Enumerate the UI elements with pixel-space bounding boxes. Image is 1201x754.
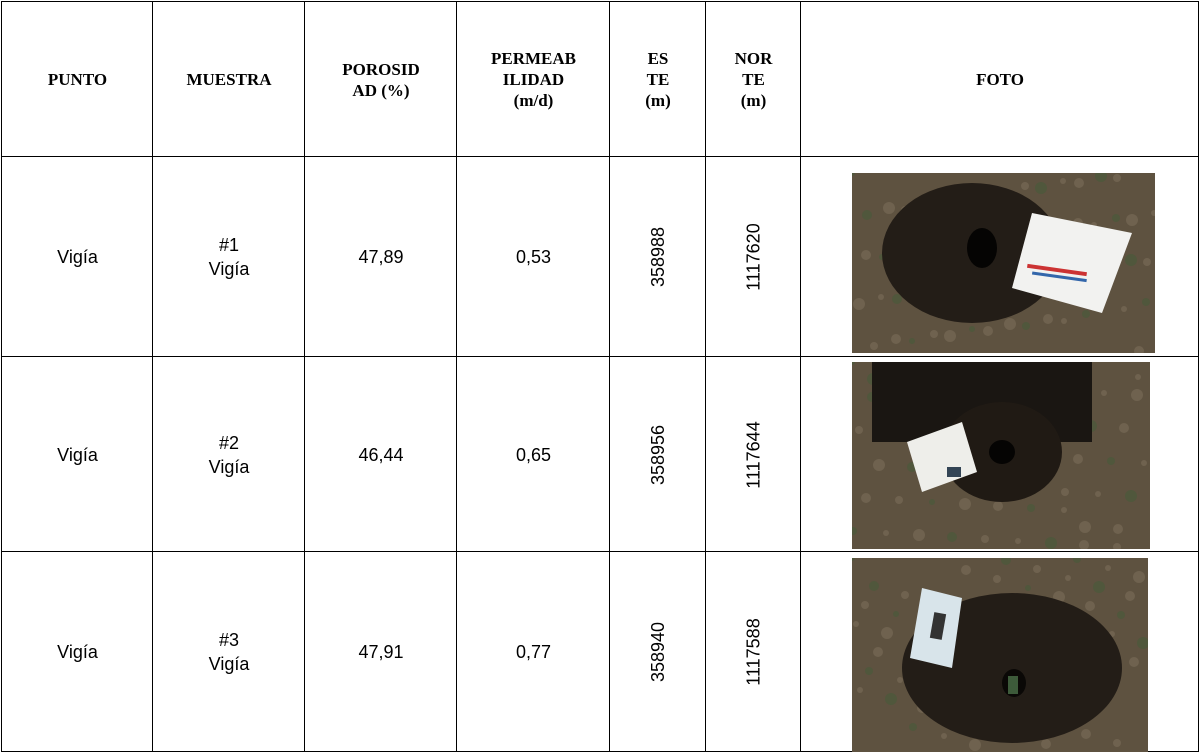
header-text: PERMEAB — [491, 49, 576, 68]
cell-text: 1117644 — [743, 420, 764, 489]
header-text: (m/d) — [513, 91, 554, 110]
header-text: TE — [646, 70, 670, 89]
photo — [852, 173, 1155, 353]
header-cell: MUESTRA — [153, 2, 305, 157]
cell-text: 0,77 — [515, 642, 552, 662]
header-text: PUNTO — [47, 70, 108, 89]
column-border — [304, 1, 305, 752]
este-cell: 358940 — [610, 552, 706, 752]
header-cell: PUNTO — [2, 2, 153, 157]
porosidad-cell: 47,91 — [305, 552, 457, 752]
norte-cell: 1117620 — [706, 157, 801, 357]
porosidad-cell: 47,89 — [305, 157, 457, 357]
cell-text: Vigía — [208, 259, 250, 279]
header-text: MUESTRA — [186, 70, 272, 89]
column-border — [800, 1, 801, 752]
cell-text: 0,53 — [515, 247, 552, 267]
norte-cell: 1117588 — [706, 552, 801, 752]
header-text: AD (%) — [352, 80, 410, 100]
header-cell: FOTO — [801, 2, 1199, 157]
row-border — [1, 356, 1199, 357]
column-border — [152, 1, 153, 752]
cell-text: 46,44 — [358, 444, 404, 465]
row-border — [1, 156, 1199, 157]
muestra-cell: #1 Vigía — [153, 157, 305, 357]
punto-cell: Vigía — [2, 157, 153, 357]
header-text: (m) — [645, 91, 671, 110]
cell-text: Vigía — [57, 247, 98, 267]
cell-text: Vigía — [57, 642, 98, 662]
punto-cell: Vigía — [2, 357, 153, 552]
cell-text: 47,89 — [358, 247, 404, 267]
cell-text: 358956 — [647, 424, 668, 485]
cell-text: #3 — [218, 630, 240, 650]
header-text: TE — [742, 70, 765, 89]
column-border — [456, 1, 457, 752]
header-text: FOTO — [976, 70, 1024, 89]
permeabilidad-cell: 0,53 — [457, 157, 610, 357]
header-cell: POROSID AD (%) — [305, 2, 457, 157]
norte-cell: 1117644 — [706, 357, 801, 552]
header-text: ILIDAD — [502, 70, 565, 89]
photo — [852, 362, 1150, 549]
column-border — [609, 1, 610, 752]
column-border — [1, 1, 2, 752]
este-cell: 358956 — [610, 357, 706, 552]
permeabilidad-cell: 0,77 — [457, 552, 610, 752]
column-border — [705, 1, 706, 752]
photo — [852, 558, 1148, 752]
row-border — [1, 751, 1199, 752]
row-border — [1, 1, 1199, 2]
cell-text: Vigía — [57, 444, 98, 465]
header-text: POROSID — [342, 59, 420, 79]
cell-text: 1117588 — [743, 618, 764, 686]
punto-cell: Vigía — [2, 552, 153, 752]
cell-text: 47,91 — [358, 642, 404, 662]
cell-text: 0,65 — [515, 444, 552, 465]
muestra-cell: #3 Vigía — [153, 552, 305, 752]
header-cell: ES TE (m) — [610, 2, 706, 157]
este-cell: 358988 — [610, 157, 706, 357]
cell-text: Vigía — [208, 456, 250, 477]
muestra-cell: #2 Vigía — [153, 357, 305, 552]
column-border — [1198, 1, 1199, 752]
cell-text: #2 — [218, 432, 240, 453]
header-cell: NOR TE (m) — [706, 2, 801, 157]
porosidad-cell: 46,44 — [305, 357, 457, 552]
cell-text: Vigía — [208, 654, 250, 674]
header-text: NOR — [734, 49, 773, 68]
header-cell: PERMEAB ILIDAD (m/d) — [457, 2, 610, 157]
cell-text: 358988 — [647, 226, 668, 288]
row-border — [1, 551, 1199, 552]
cell-text: 1117620 — [743, 223, 764, 291]
header-text: ES — [647, 49, 669, 68]
cell-text: #1 — [218, 235, 240, 255]
permeabilidad-cell: 0,65 — [457, 357, 610, 552]
cell-text: 358940 — [647, 621, 668, 683]
header-text: (m) — [740, 91, 767, 110]
